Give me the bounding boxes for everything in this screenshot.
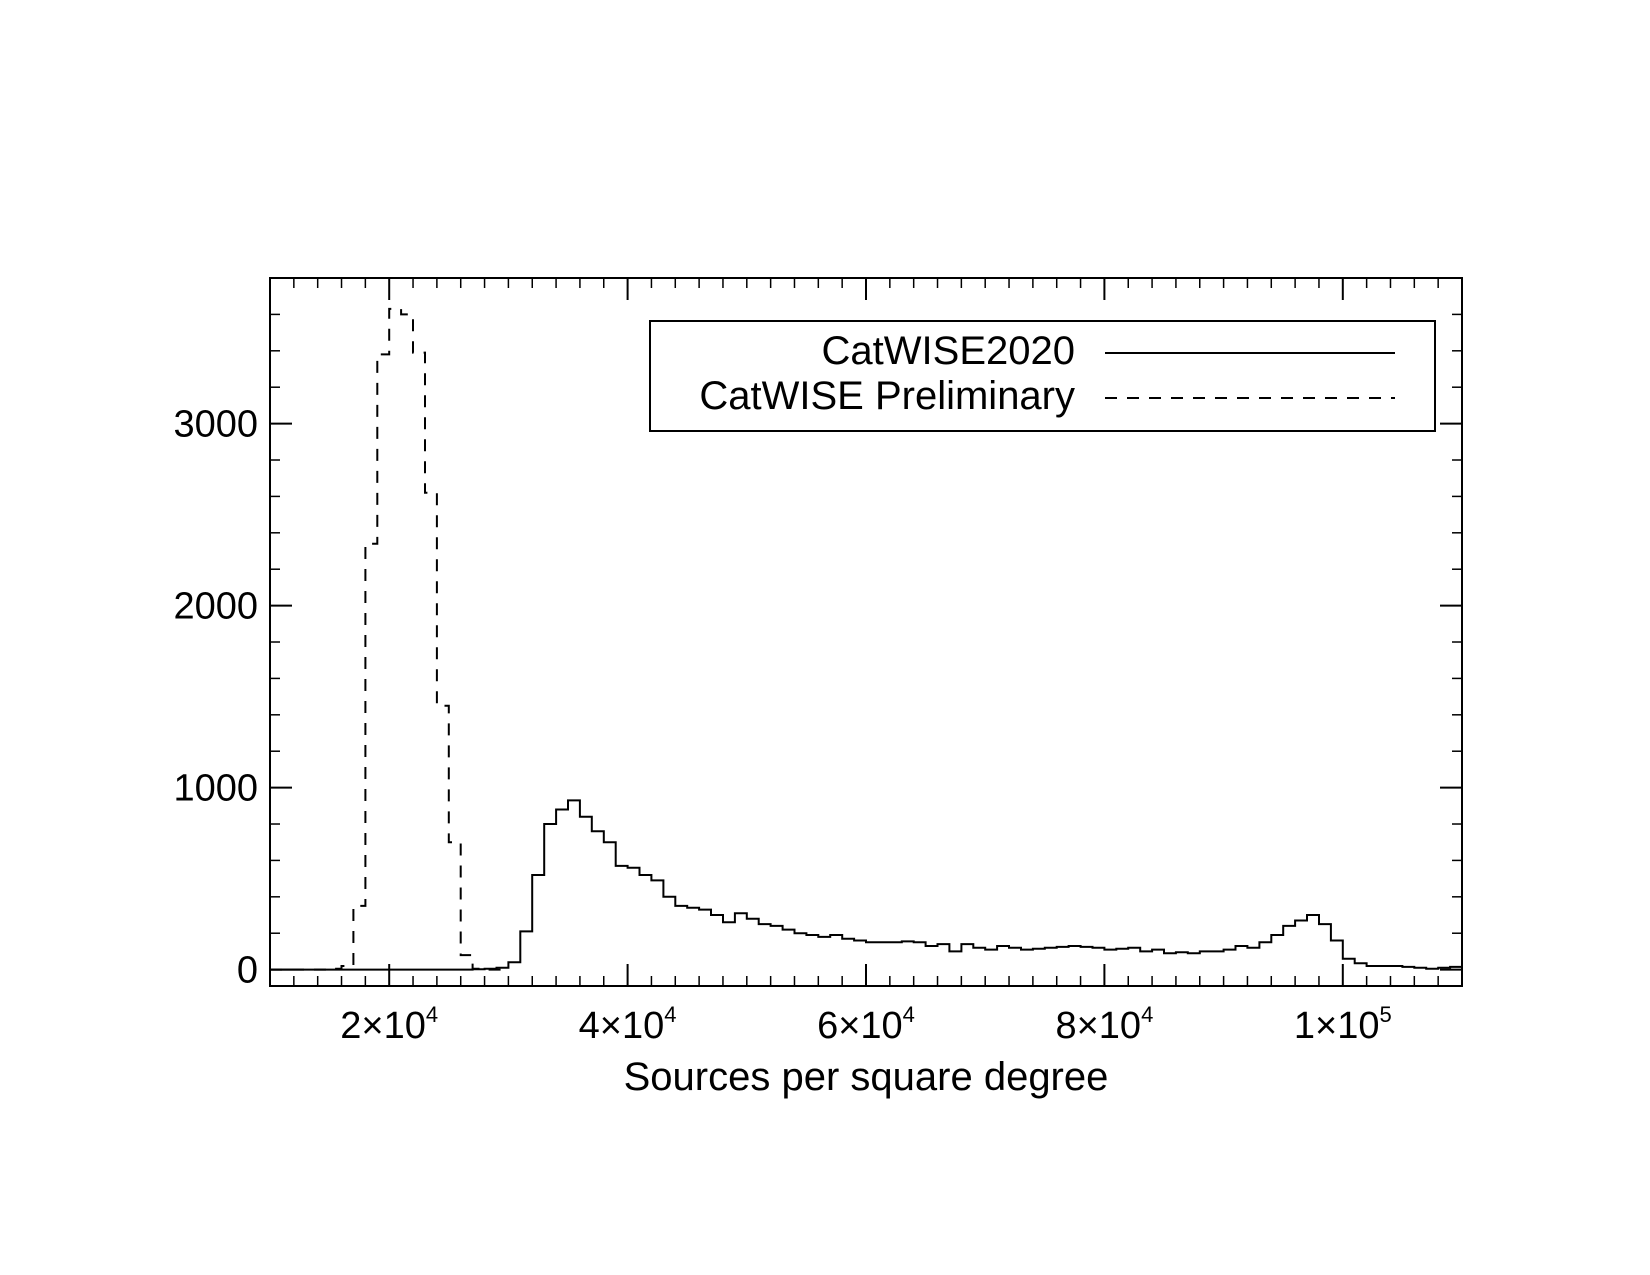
- legend-box: [649, 320, 1436, 432]
- x-tick-labels: 2×104 4×104 6×104 8×104 1×105: [340, 1002, 1391, 1047]
- series-line-catwise-preliminary: [270, 307, 509, 971]
- y-tick-label: 3000: [173, 404, 258, 446]
- y-tick-label: 0: [237, 950, 258, 992]
- series-layer: [270, 307, 1462, 971]
- y-tick-label: 2000: [173, 586, 258, 628]
- major-ticks: [270, 278, 1462, 986]
- x-tick-label: 1×105: [1294, 1002, 1392, 1047]
- series-line-catwise2020: [270, 799, 1462, 971]
- legend-label-catwise2020: CatWISE2020: [822, 329, 1075, 373]
- x-tick-label: 2×104: [340, 1002, 438, 1047]
- x-tick-label: 6×104: [817, 1002, 915, 1047]
- legend: CatWISE2020 CatWISE Preliminary: [649, 320, 1436, 432]
- x-tick-label: 4×104: [579, 1002, 677, 1047]
- x-tick-label: 8×104: [1055, 1002, 1153, 1047]
- y-tick-labels: 0 1000 2000 3000: [173, 404, 258, 992]
- y-tick-label: 1000: [173, 768, 258, 810]
- legend-label-catwise-preliminary: CatWISE Preliminary: [699, 374, 1075, 418]
- plot-frame: [269, 277, 1463, 987]
- x-axis-label: Sources per square degree: [624, 1055, 1109, 1099]
